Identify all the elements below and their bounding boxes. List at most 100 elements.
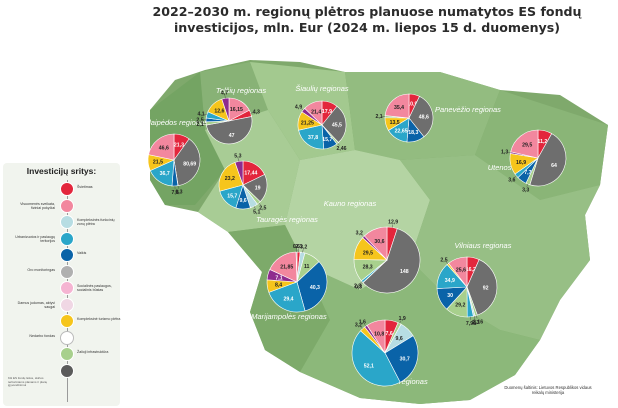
pie-value-label: 7,7 — [524, 170, 531, 176]
label-leader-line — [360, 282, 364, 285]
label-leader-line — [238, 158, 240, 162]
label-leader-line — [253, 206, 256, 210]
pie-slice — [173, 138, 201, 187]
pie-value-label: 17,44 — [244, 170, 257, 176]
legend-item-label: Nedarbo fondas — [29, 333, 55, 338]
pie-value-label: 3,2 — [300, 245, 307, 251]
label-leader-line — [250, 112, 254, 114]
pie-value-label: 37,8 — [308, 135, 318, 141]
pie-chart-panevezys: 10,948,6 18,322,65 13,5 2,1 35,4 — [375, 93, 434, 143]
pie-slice — [148, 133, 175, 161]
pie-value-label: 2,5 — [440, 257, 447, 263]
pie-value-label: 2,1 — [375, 114, 382, 120]
social-icon — [60, 281, 74, 295]
legend-item-label: Vaikis — [77, 251, 87, 255]
pie-value-label: 2,5 — [196, 118, 203, 124]
region-label-vilnius: Vilniaus regionas — [455, 241, 512, 250]
pie-value-label: 9,6 — [396, 336, 403, 342]
pie-value-label: 8,4 — [275, 283, 282, 289]
pie-value-label: 21,3 — [174, 143, 184, 149]
pie-value-label: 21,25 — [301, 120, 314, 126]
pie-value-label: 12,6 — [214, 108, 224, 114]
pie-value-label: 0,3 — [175, 190, 182, 196]
pie-value-label: 2,1 — [197, 122, 204, 128]
legend-item-label: Oro monitoringas — [27, 267, 55, 272]
pie-value-label: 1,9 — [399, 316, 406, 322]
pie-value-label: 35,4 — [394, 105, 404, 111]
pie-slice — [218, 161, 244, 192]
green-icon — [60, 347, 74, 361]
pie-slice — [321, 105, 347, 143]
pie-value-label: 4,9 — [295, 104, 302, 110]
air-icon — [60, 264, 74, 279]
region-label-kaunas: Kauno regionas — [324, 199, 377, 208]
region-label-taurage: Tauragės regionas — [256, 215, 318, 224]
region-label-siauliai: Šiaulių regionas — [295, 84, 349, 93]
pie-value-label: 23,2 — [225, 176, 235, 182]
pie-value-label: 3,2 — [355, 322, 362, 328]
pie-value-label: 2,3 — [472, 320, 479, 326]
label-leader-line — [507, 151, 511, 153]
work-icon — [60, 330, 74, 345]
pie-value-label: 15,7 — [227, 193, 237, 199]
pie-value-label: 0,6 — [293, 244, 300, 250]
pie-slice — [298, 124, 325, 150]
pie-value-label: 16,15 — [230, 107, 243, 113]
pie-value-label: 10,9 — [407, 102, 417, 108]
pie-slice — [510, 129, 539, 159]
graduation-icon — [60, 182, 74, 196]
pie-value-label: 3,2 — [356, 231, 363, 237]
pie-slice — [466, 259, 498, 316]
pie-value-label: 29,2 — [455, 302, 465, 308]
pie-slice — [364, 226, 388, 261]
pie-value-label: 80,69 — [183, 162, 196, 168]
pie-value-label: 28,3 — [363, 265, 373, 271]
pie-value-label: 2,1 — [295, 244, 302, 250]
pie-chart-siauliai: 17,9 45,5 2,46 15,7 37,8 21,25 4,9 21,4 — [295, 100, 347, 152]
pie-value-label: 21,5 — [153, 160, 163, 166]
pie-value-label: 30,6 — [374, 239, 384, 245]
source-note: Duomenų šaltinis: Lietuvos Respublikos v… — [504, 385, 592, 395]
region-label-marijampole: Marijampolės regionas — [251, 312, 327, 321]
pie-value-label: 148 — [400, 269, 409, 275]
pie-chart-utena: 11,2 64 3,3 7,7 3,6 16,9 1,3 29,5 — [501, 129, 567, 194]
label-leader-line — [302, 249, 304, 253]
label-leader-line — [363, 323, 367, 327]
label-leader-line — [258, 202, 262, 206]
pie-chart-vilnius: 16,2 92 3,162,37,98 29,230 34,9 2,5 25,6 — [436, 256, 498, 327]
legend-item-label: Kompleksinės funkcinių zonų plėtra — [77, 218, 115, 227]
region-label-telsiai: Telšių regionas — [216, 86, 266, 95]
pie-chart-kaunas: 12,9 148 0,32,8 28,3 29,5 3,2 30,6 — [353, 219, 421, 294]
label-leader-line — [359, 281, 363, 284]
pie-value-label: 16,9 — [516, 160, 526, 166]
pie-value-label: 29,5 — [363, 250, 373, 256]
zone-icon — [60, 215, 74, 229]
pie-chart-telsiai: 16,15 4,3 47 2,12,54,1 12,6 4,7 — [196, 90, 260, 145]
pie-value-label: 92 — [483, 286, 489, 292]
pie-value-label: 17,9 — [322, 109, 332, 115]
pie-slice — [529, 133, 567, 187]
legend-item-label: Urbanizuotos ir paslaugų teritorijos — [15, 234, 55, 243]
label-leader-line — [526, 184, 529, 187]
legend-title: Investicijų sritys: — [26, 166, 97, 176]
region-label-panevezys: Panevėžio regionas — [435, 105, 501, 114]
pie-value-label: 5,3 — [234, 153, 241, 159]
pie-slice — [448, 256, 468, 288]
pie-value-label: 47 — [229, 133, 235, 139]
pie-value-label: 52,1 — [364, 363, 374, 369]
label-leader-line — [361, 234, 364, 237]
pie-slice — [296, 261, 328, 312]
city-icon — [60, 231, 74, 246]
pie-value-label: 15,7 — [322, 137, 332, 143]
pie-value-label: 2,8 — [354, 284, 361, 290]
pie-value-label: 2,5 — [259, 206, 266, 212]
label-leader-line — [337, 143, 340, 146]
legend-item-label: Visuomenės sveikata, fiziniai pokyčiai — [20, 201, 55, 210]
label-leader-line — [399, 320, 402, 324]
pie-value-label: 7,8 — [172, 190, 179, 196]
label-leader-line — [445, 261, 449, 265]
pie-chart-marijampole: 2,13,2 11 40,3 29,4 8,4 7,1 21,85 0,6 — [266, 244, 328, 313]
health-icon — [60, 198, 74, 213]
legend-note: Kiti ES fondų lėšos, skirtos teritorinia… — [8, 376, 48, 388]
pie-value-label: 9,6 — [239, 198, 246, 204]
